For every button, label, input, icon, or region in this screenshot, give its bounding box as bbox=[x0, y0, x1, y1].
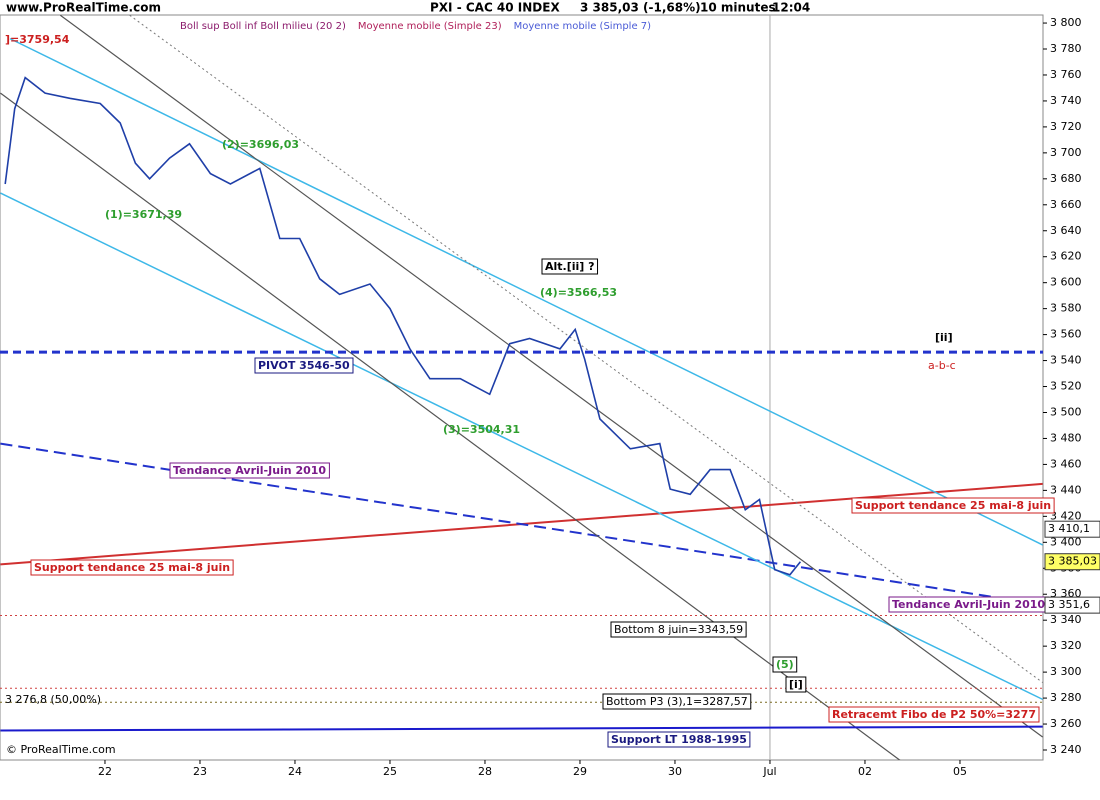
trend-line bbox=[0, 442, 1043, 606]
annotation: (5) bbox=[776, 658, 794, 671]
timeframe: 10 minutes bbox=[700, 1, 776, 15]
y-tick-label: 3 280 bbox=[1050, 691, 1082, 704]
trend-line bbox=[0, 192, 1043, 701]
annotation-box bbox=[772, 656, 798, 673]
y-tick-label: 3 420 bbox=[1050, 509, 1082, 522]
x-tick-label: 05 bbox=[953, 765, 967, 778]
y-tick-label: 3 780 bbox=[1050, 42, 1082, 55]
x-tick-label: 25 bbox=[383, 765, 397, 778]
indicator-label: Moyenne mobile (Simple 23) bbox=[358, 21, 502, 32]
y-tick-label: 3 260 bbox=[1050, 717, 1082, 730]
x-tick-label: Jul bbox=[762, 765, 776, 778]
y-tick-label: 3 460 bbox=[1050, 457, 1082, 470]
instrument: PXI - CAC 40 INDEX bbox=[430, 1, 560, 15]
annotation: PIVOT 3546-50 bbox=[258, 359, 350, 372]
annotation: (1)=3671,39 bbox=[105, 208, 182, 221]
time: 12:04 bbox=[772, 1, 810, 15]
quote: 3 385,03 (-1,68%) bbox=[580, 1, 701, 15]
annotation: Alt.[ii] ? bbox=[545, 260, 595, 273]
annotation-box bbox=[610, 621, 747, 638]
annotation: Tendance Avril-Juin 2010 bbox=[892, 598, 1045, 611]
annotation: (4)=3566,53 bbox=[540, 286, 617, 299]
y-tick-label: 3 760 bbox=[1050, 68, 1082, 81]
y-tick-label: 3 660 bbox=[1050, 198, 1082, 211]
price-tag-label: 3 351,6 bbox=[1048, 598, 1090, 611]
x-tick-label: 30 bbox=[668, 765, 682, 778]
annotation: Bottom P3 (3),1=3287,57 bbox=[606, 695, 748, 708]
y-tick-label: 3 620 bbox=[1050, 250, 1082, 263]
y-tick-label: 3 740 bbox=[1050, 94, 1082, 107]
footer: © ProRealTime.com bbox=[6, 743, 116, 756]
annotation: Tendance Avril-Juin 2010 bbox=[173, 464, 326, 477]
x-tick-label: 24 bbox=[288, 765, 302, 778]
annotation: (2)=3696,03 bbox=[222, 138, 299, 151]
y-tick-label: 3 580 bbox=[1050, 302, 1082, 315]
y-tick-label: 3 800 bbox=[1050, 16, 1082, 29]
site: www.ProRealTime.com bbox=[6, 1, 161, 15]
y-tick-label: 3 720 bbox=[1050, 120, 1082, 133]
price-tag bbox=[1044, 520, 1100, 538]
trend-line bbox=[129, 15, 1043, 683]
annotation-box bbox=[30, 559, 234, 576]
annotation: [i] bbox=[789, 678, 803, 691]
trend-line bbox=[9, 37, 1043, 546]
trend-line bbox=[0, 725, 1043, 732]
trend-line bbox=[59, 15, 1043, 738]
annotation: (3)=3504,31 bbox=[443, 423, 520, 436]
x-tick-label: 23 bbox=[193, 765, 207, 778]
y-tick-label: 3 240 bbox=[1050, 743, 1082, 756]
y-tick-label: 3 640 bbox=[1050, 224, 1082, 237]
price-tag-label: 3 385,03 bbox=[1048, 555, 1097, 568]
y-tick-label: 3 340 bbox=[1050, 613, 1082, 626]
plot-layer bbox=[0, 15, 1043, 760]
x-tick-label: 29 bbox=[573, 765, 587, 778]
price-tag bbox=[1044, 596, 1100, 614]
annotation-box bbox=[607, 731, 751, 748]
y-tick-label: 3 440 bbox=[1050, 483, 1082, 496]
annotation-box bbox=[169, 462, 330, 479]
y-tick-label: 3 520 bbox=[1050, 380, 1082, 393]
annotation-box bbox=[541, 258, 599, 275]
y-tick-label: 3 400 bbox=[1050, 535, 1082, 548]
annotation-box bbox=[828, 706, 1040, 723]
annotation: Support tendance 25 mai-8 juin bbox=[34, 561, 230, 574]
annotation: 3 276,8 (50,00%) bbox=[5, 693, 101, 706]
trend-line bbox=[0, 92, 901, 760]
y-tick-label: 3 560 bbox=[1050, 328, 1082, 341]
y-tick-label: 3 480 bbox=[1050, 431, 1082, 444]
y-tick-label: 3 540 bbox=[1050, 354, 1082, 367]
annotation: [ii] bbox=[935, 331, 953, 344]
plot-area bbox=[0, 14, 1044, 761]
y-tick-label: 3 500 bbox=[1050, 405, 1082, 418]
y-tick-label: 3 700 bbox=[1050, 146, 1082, 159]
annotation-box bbox=[602, 693, 752, 710]
annotation: ]=3759,54 bbox=[5, 33, 70, 46]
x-tick-label: 22 bbox=[98, 765, 112, 778]
annotation-box bbox=[254, 357, 354, 374]
price-tag bbox=[1044, 553, 1100, 571]
annotation-box bbox=[851, 497, 1055, 514]
annotation: a-b-c bbox=[928, 359, 956, 372]
y-tick-label: 3 600 bbox=[1050, 276, 1082, 289]
y-tick-label: 3 300 bbox=[1050, 665, 1082, 678]
indicator-label: Moyenne mobile (Simple 7) bbox=[514, 21, 652, 32]
price-line bbox=[4, 76, 802, 576]
annotation: Support tendance 25 mai-8 juin bbox=[855, 499, 1051, 512]
annotation: Support LT 1988-1995 bbox=[611, 733, 747, 746]
y-tick-label: 3 320 bbox=[1050, 639, 1082, 652]
x-tick-label: 02 bbox=[858, 765, 872, 778]
indicator-label: Boll sup Boll inf Boll milieu (20 2) bbox=[180, 21, 346, 32]
annotation-box bbox=[785, 676, 807, 693]
x-tick-label: 28 bbox=[478, 765, 492, 778]
y-tick-label: 3 680 bbox=[1050, 172, 1082, 185]
annotation: Bottom 8 juin=3343,59 bbox=[614, 623, 743, 636]
price-tag-label: 3 410,1 bbox=[1048, 522, 1090, 535]
annotation: Retracemt Fibo de P2 50%=3277 bbox=[832, 708, 1036, 721]
